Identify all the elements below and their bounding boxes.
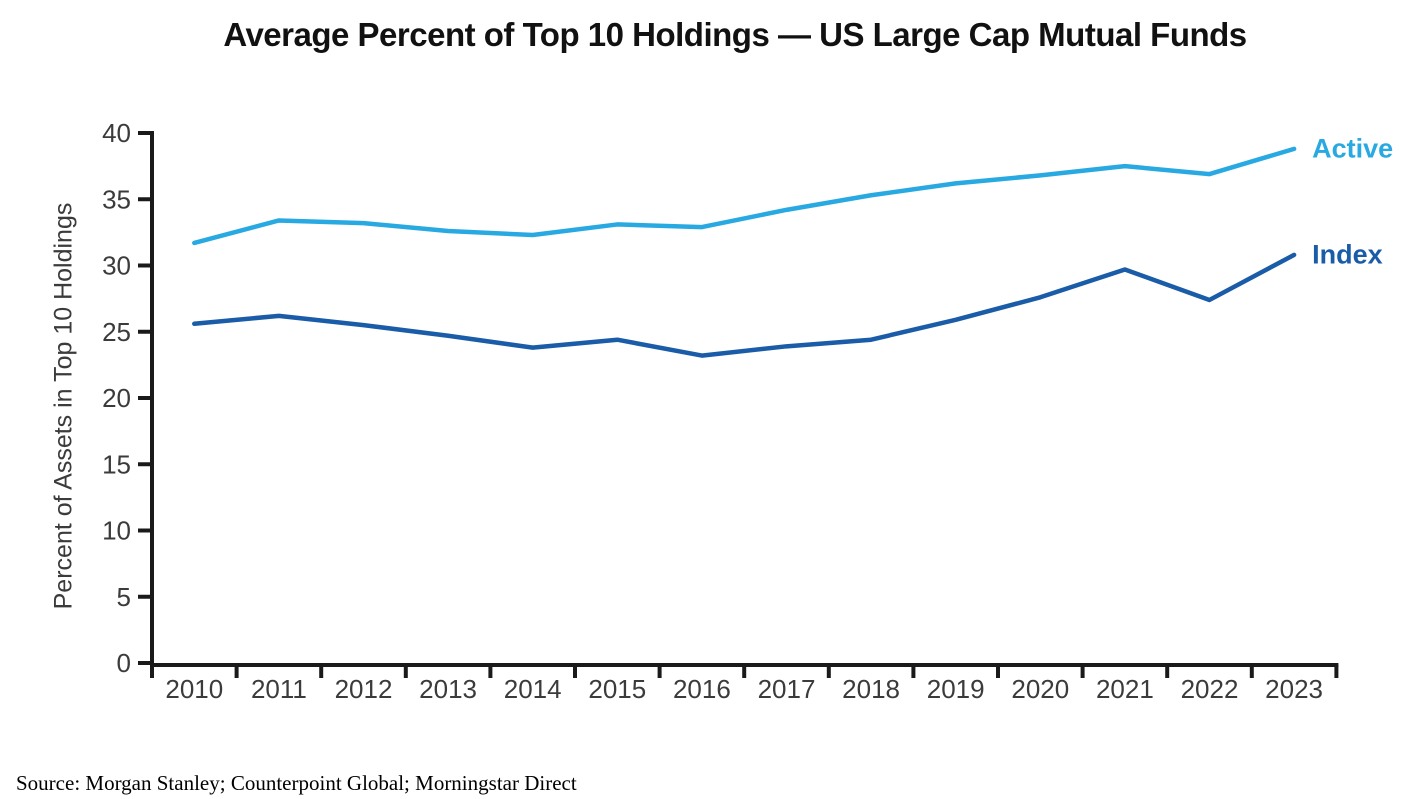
series-label-index: Index bbox=[1312, 239, 1383, 270]
x-tick-label: 2014 bbox=[504, 674, 562, 704]
x-tick-label: 2018 bbox=[842, 674, 900, 704]
series-line-index bbox=[192, 252, 1297, 358]
y-tick-label: 20 bbox=[102, 383, 131, 413]
x-tick-label: 2011 bbox=[251, 674, 307, 704]
series-label-active: Active bbox=[1312, 133, 1394, 164]
source-note: Source: Morgan Stanley; Counterpoint Glo… bbox=[16, 771, 577, 795]
x-tick-label: 2017 bbox=[758, 674, 816, 704]
y-tick-label: 25 bbox=[102, 317, 131, 347]
y-tick-label: 35 bbox=[102, 184, 131, 214]
y-tick-label: 30 bbox=[102, 251, 131, 281]
x-tick-label: 2019 bbox=[927, 674, 985, 704]
y-tick-label: 10 bbox=[102, 516, 131, 546]
series-line-active bbox=[192, 146, 1297, 246]
x-tick-label: 2022 bbox=[1181, 674, 1239, 704]
x-tick-label: 2013 bbox=[419, 674, 477, 704]
x-tick-label: 2015 bbox=[588, 674, 646, 704]
x-tick-label: 2023 bbox=[1265, 674, 1323, 704]
x-tick-label: 2020 bbox=[1011, 674, 1069, 704]
y-tick-label: 0 bbox=[117, 648, 131, 678]
x-tick-label: 2012 bbox=[335, 674, 393, 704]
x-tick-label: 2010 bbox=[165, 674, 223, 704]
x-tick-label: 2016 bbox=[673, 674, 731, 704]
y-tick-label: 5 bbox=[117, 582, 131, 612]
chart-title: Average Percent of Top 10 Holdings — US … bbox=[223, 16, 1247, 53]
x-tick-label: 2021 bbox=[1096, 674, 1154, 704]
y-tick-label: 40 bbox=[102, 118, 131, 148]
y-tick-label: 15 bbox=[102, 449, 131, 479]
